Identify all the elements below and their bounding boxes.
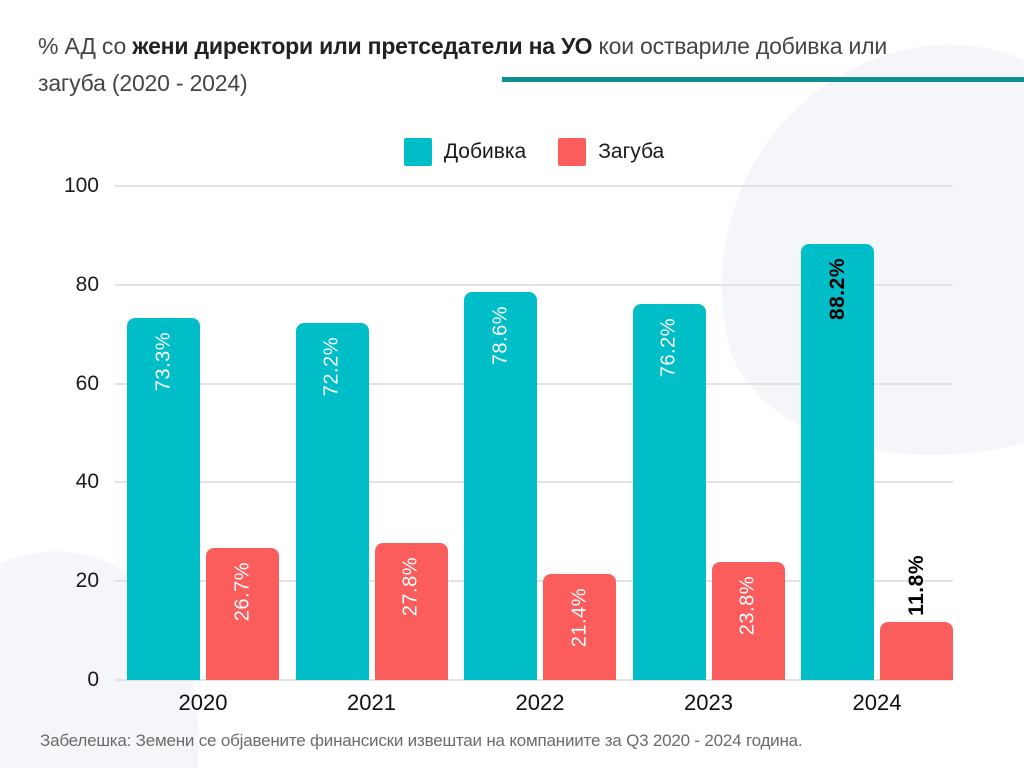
gridline: [115, 679, 953, 681]
title-suffix: кои оствариле добивка или: [592, 33, 888, 59]
bar-group-2021: 72.2% 27.8% 2021: [295, 186, 448, 715]
bar-Загуба-2024: 11.8%: [880, 555, 953, 680]
x-axis-label-2024: 2024: [852, 690, 902, 715]
legend-swatch-loss: [558, 138, 587, 166]
bar-Добивка-2020: 73.3%: [127, 317, 200, 680]
bar-group-2024: 88.2% 11.8% 2024: [801, 186, 953, 715]
page-title: % АД со жени директори или претседатели …: [38, 28, 998, 102]
bar-value-label: 21.4%: [568, 588, 590, 648]
title-bold-segment: жени директори или претседатели на УО: [132, 33, 593, 59]
x-axis-label-2022: 2022: [515, 690, 565, 715]
y-axis-tick-label: 100: [63, 174, 99, 197]
bar-group-2022: 78.6% 21.4% 2022: [464, 186, 616, 715]
y-axis-tick-label: 0: [87, 668, 99, 691]
bar-Добивка-2023: 76.2%: [632, 303, 706, 680]
bar-Загуба-2021: 27.8%: [374, 542, 448, 680]
bar-Загуба-2022: 21.4%: [543, 574, 616, 680]
plot-area: 73.3% 26.7% 2020 72.2% 27.8% 2021 78.6% 21.4% 20…: [64, 175, 953, 715]
bar-Добивка-2021: 72.2%: [295, 323, 369, 680]
legend-swatch-profit: [403, 138, 432, 166]
bar-group-2023: 76.2% 23.8% 2023: [632, 186, 785, 715]
y-axis-tick-label: 20: [75, 569, 99, 593]
legend-item-profit: Добивка: [403, 138, 527, 166]
footnote: Забелешка: Земени се објавените финансис…: [40, 731, 803, 750]
bar-Загуба-2023: 23.8%: [711, 562, 785, 680]
bar-Добивка-2022: 78.6%: [464, 291, 537, 680]
x-axis-label-2021: 2021: [347, 690, 396, 715]
title-prefix: % АД со: [38, 33, 133, 59]
bar-value-label: 73.3%: [152, 331, 174, 392]
bar-value-label: 23.8%: [736, 576, 759, 636]
bar-value-label: 27.8%: [399, 556, 422, 616]
bar-value-label: 76.2%: [657, 317, 680, 377]
bar-Загуба-2020: 26.7%: [206, 548, 279, 680]
y-axis-tick-label: 60: [75, 371, 99, 395]
title-line2: загуба (2020 - 2024): [38, 70, 248, 96]
bar-Добивка-2024: 88.2%: [801, 244, 874, 680]
bar-group-2020: 73.3% 26.7% 2020: [127, 186, 279, 715]
legend-item-loss: Загуба: [558, 138, 664, 166]
bar-value-label: 11.8%: [904, 554, 928, 616]
bar-groups: 73.3% 26.7% 2020 72.2% 27.8% 2021 78.6% 21.4% 20…: [115, 186, 953, 715]
legend: Добивка Загуба: [115, 138, 953, 166]
gridline: [115, 185, 953, 187]
x-axis-label-2023: 2023: [684, 690, 733, 715]
bar-value-label: 72.2%: [320, 337, 343, 397]
bar-value-label: 26.7%: [231, 562, 253, 622]
x-axis-label-2020: 2020: [178, 690, 228, 715]
bar-value-label: 88.2%: [825, 258, 849, 321]
gridline: [115, 283, 953, 286]
title-accent-line: [502, 77, 1024, 82]
bar-value-label: 78.6%: [489, 305, 511, 365]
y-axis-tick-label: 40: [75, 470, 99, 494]
legend-label-loss: Загуба: [598, 140, 665, 163]
legend-label-profit: Добивка: [443, 140, 527, 163]
y-axis-tick-label: 80: [75, 272, 99, 296]
